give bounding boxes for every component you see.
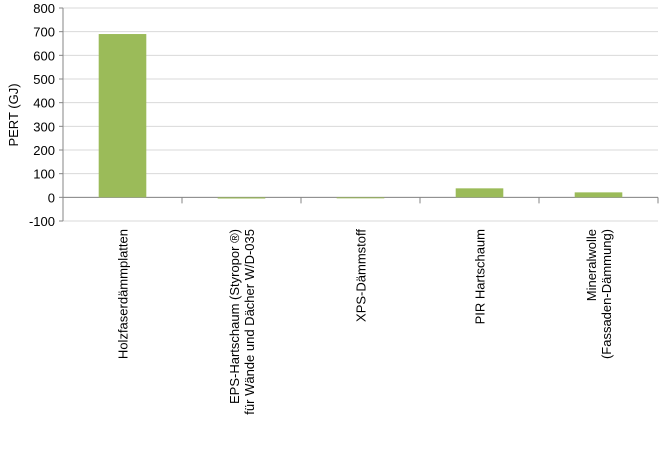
bar (217, 197, 266, 199)
y-tick-label: 400 (33, 96, 55, 111)
y-axis-label: PERT (GJ) (6, 83, 21, 146)
y-tick-label: 100 (33, 167, 55, 182)
x-tick-label: PIR Hartschaum (473, 229, 488, 324)
y-tick-label: 800 (33, 1, 55, 16)
bar (574, 192, 623, 198)
y-tick-label: 500 (33, 72, 55, 87)
y-tick-label: 700 (33, 25, 55, 40)
y-tick-label: -100 (29, 214, 55, 229)
bar (98, 34, 147, 198)
y-tick-label: 0 (48, 190, 55, 205)
y-tick-label: 200 (33, 143, 55, 158)
x-tick-label: Holzfaserdämmplatten (116, 229, 131, 359)
y-tick-label: 600 (33, 48, 55, 63)
x-tick-label: Mineralwolle(Fassaden-Dämmung) (584, 229, 614, 359)
x-tick-label: XPS-Dämmstoff (354, 229, 369, 322)
bar (455, 188, 504, 198)
x-tick-label: EPS-Hartschaum (Styropor ®)für Wände und… (227, 229, 257, 415)
y-tick-label: 300 (33, 119, 55, 134)
bar (336, 197, 385, 199)
